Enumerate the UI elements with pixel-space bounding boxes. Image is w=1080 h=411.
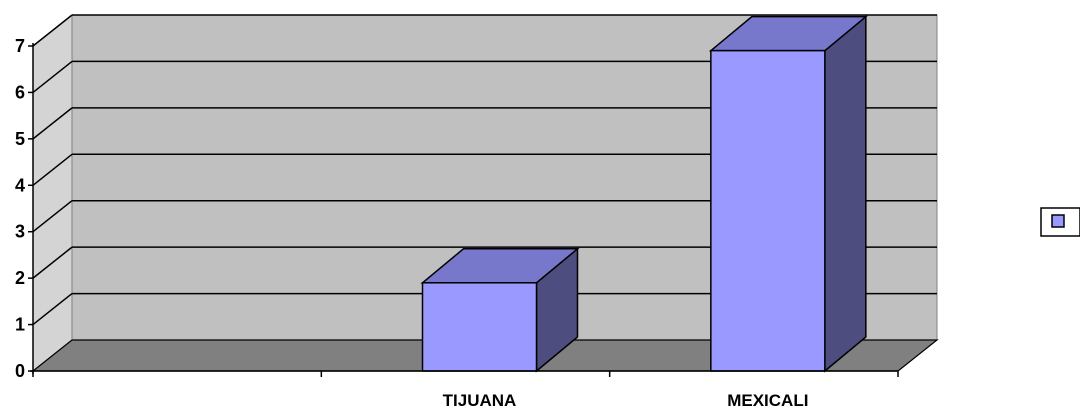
axes bbox=[28, 43, 899, 377]
gridline-diagonal bbox=[32, 200, 73, 233]
y-tick-label: 7 bbox=[15, 36, 25, 56]
legend bbox=[1040, 207, 1080, 237]
gridline-diagonal bbox=[32, 246, 73, 279]
bars bbox=[420, 15, 868, 373]
y-tick-label: 4 bbox=[15, 175, 25, 195]
y-tick-label: 1 bbox=[15, 315, 25, 335]
gridline-diagonal bbox=[32, 153, 73, 186]
bar-tijuana bbox=[420, 247, 580, 373]
gridline-diagonal bbox=[32, 292, 73, 326]
x-axis-category-labels: TIJUANA MEXICALI bbox=[443, 391, 809, 410]
y-tick-label: 2 bbox=[15, 268, 25, 288]
gridline-diagonal bbox=[32, 60, 73, 94]
bar-mexicali bbox=[708, 15, 868, 373]
bar-side bbox=[824, 15, 867, 373]
y-tick-label: 3 bbox=[15, 222, 25, 242]
x-category-label: TIJUANA bbox=[443, 391, 517, 410]
legend-swatch bbox=[1051, 214, 1065, 228]
side-wall bbox=[32, 13, 73, 373]
bar bbox=[710, 49, 826, 372]
gridline-diagonal bbox=[32, 14, 73, 47]
x-category-label: MEXICALI bbox=[727, 391, 808, 410]
y-tick-label: 0 bbox=[15, 361, 25, 381]
y-axis-tick-labels: 0 1 2 3 4 5 6 7 bbox=[15, 36, 25, 381]
y-tick-label: 5 bbox=[15, 129, 25, 149]
y-tick-label: 6 bbox=[15, 82, 25, 102]
bar bbox=[421, 282, 538, 372]
gridline-diagonal bbox=[32, 107, 73, 140]
